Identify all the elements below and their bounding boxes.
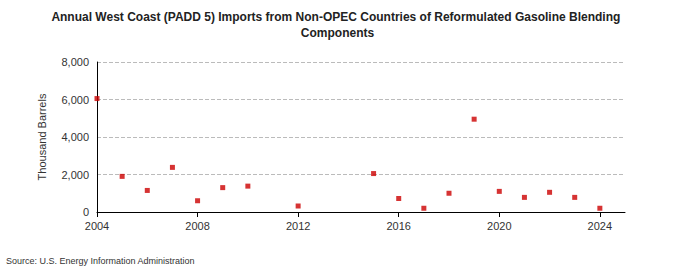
svg-text:2012: 2012 <box>286 220 310 232</box>
svg-text:6,000: 6,000 <box>61 94 89 106</box>
svg-text:2,000: 2,000 <box>61 169 89 181</box>
svg-text:2024: 2024 <box>588 220 612 232</box>
svg-text:4,000: 4,000 <box>61 131 89 143</box>
svg-text:Source: U.S. Energy Informatio: Source: U.S. Energy Information Administ… <box>6 256 195 266</box>
svg-text:2016: 2016 <box>386 220 410 232</box>
svg-text:2008: 2008 <box>185 220 209 232</box>
svg-text:Thousand Barrels: Thousand Barrels <box>36 93 48 180</box>
svg-text:0: 0 <box>83 206 89 218</box>
svg-text:Components: Components <box>301 26 375 40</box>
svg-text:2004: 2004 <box>85 220 109 232</box>
svg-text:2020: 2020 <box>487 220 511 232</box>
svg-text:Annual West Coast (PADD 5) Imp: Annual West Coast (PADD 5) Imports from … <box>51 10 623 24</box>
svg-text:8,000: 8,000 <box>61 56 89 68</box>
